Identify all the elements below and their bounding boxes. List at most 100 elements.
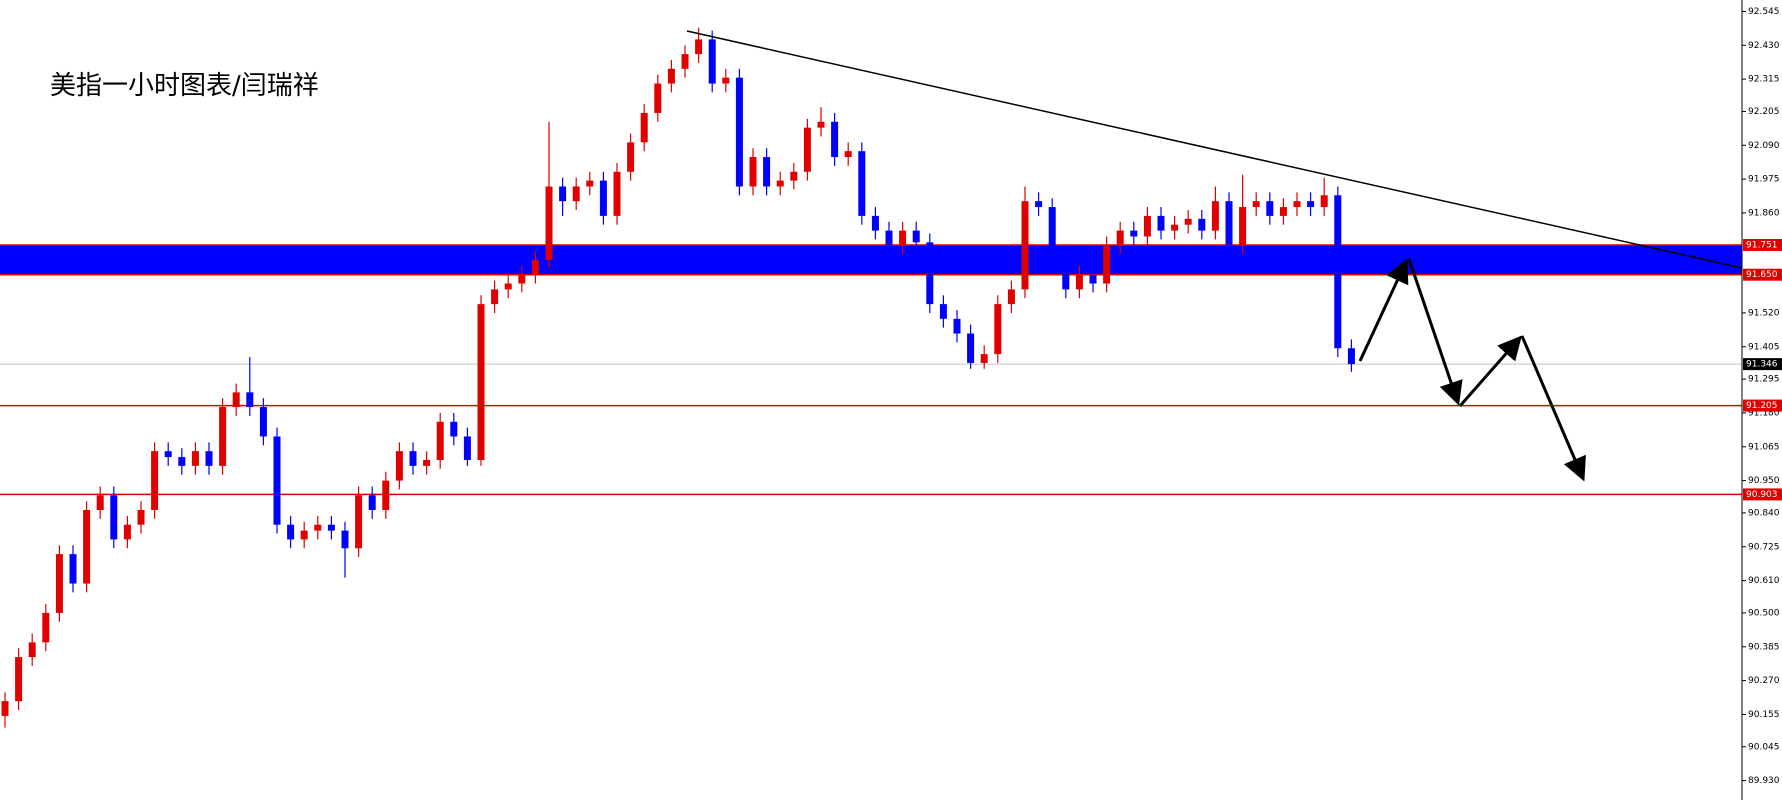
price-label-box <box>1743 358 1782 371</box>
y-tick-label: 92.090 <box>1748 141 1780 151</box>
candle-body <box>1103 245 1111 284</box>
candle-body <box>899 230 907 246</box>
candle-body <box>246 392 254 408</box>
candle-body <box>259 407 267 437</box>
candle-body <box>314 524 322 531</box>
y-tick-label: 91.405 <box>1748 342 1780 352</box>
candle-body <box>395 451 403 481</box>
candle-body <box>436 421 444 460</box>
y-tick-label: 91.975 <box>1748 175 1780 185</box>
candle-body <box>831 121 839 158</box>
candle-body <box>1048 207 1056 260</box>
trend-line <box>686 30 1743 269</box>
price-label: 91.650 <box>1746 270 1778 280</box>
candle-body <box>953 318 961 334</box>
candle-body <box>1266 201 1274 216</box>
candle-body <box>178 457 186 466</box>
candle-body <box>667 68 675 84</box>
projection-arrows <box>1358 258 1586 482</box>
candle-body <box>572 186 580 202</box>
candle-body <box>191 451 199 466</box>
candle-body <box>1334 195 1342 349</box>
candle-body <box>409 451 417 466</box>
candle-body <box>1075 274 1083 290</box>
candle-body <box>803 127 811 172</box>
candle-body <box>844 151 852 158</box>
candle-body <box>763 157 771 187</box>
candle-body <box>164 451 172 458</box>
candle-body <box>327 524 335 531</box>
candle-body <box>817 121 825 128</box>
candle-body <box>463 436 471 460</box>
candle-body <box>1157 215 1165 231</box>
candle-body <box>477 304 485 460</box>
candle-body <box>1035 201 1043 208</box>
y-tick-label: 91.180 <box>1748 408 1780 418</box>
y-tick-label: 90.725 <box>1748 542 1780 552</box>
candle-body <box>912 230 920 243</box>
candle-body <box>1184 218 1192 225</box>
y-tick-label: 91.295 <box>1748 375 1780 385</box>
candle-body <box>69 554 77 584</box>
candle-body <box>1293 201 1301 208</box>
candle-body <box>1116 230 1124 246</box>
price-label: 90.903 <box>1746 490 1778 500</box>
candle-body <box>858 151 866 216</box>
candle-body <box>599 180 607 216</box>
candle-body <box>96 495 104 510</box>
price-label-box <box>1743 399 1782 412</box>
candle-body <box>1225 201 1233 246</box>
candle-body <box>735 77 743 187</box>
candle-body <box>1171 224 1179 231</box>
y-tick-label: 90.840 <box>1748 508 1780 518</box>
y-tick-label: 91.065 <box>1748 442 1780 452</box>
candle-body <box>137 510 145 525</box>
y-tick-label: 90.155 <box>1748 710 1780 720</box>
candle-body <box>504 283 512 290</box>
y-tick-label: 90.950 <box>1748 476 1780 486</box>
candle-body <box>382 480 390 510</box>
candle-body <box>1279 207 1287 216</box>
candle-body <box>994 304 1002 355</box>
candle-body <box>1252 201 1260 208</box>
plot-area <box>0 27 1742 728</box>
price-label: 91.205 <box>1746 401 1778 411</box>
candle-body <box>776 180 784 187</box>
chart-title: 美指一小时图表/闫瑞祥 <box>50 71 319 101</box>
price-label-box <box>1743 488 1782 501</box>
candle-body <box>627 142 635 172</box>
price-label: 91.346 <box>1746 360 1778 370</box>
candle-body <box>423 460 431 466</box>
price-label: 91.751 <box>1746 241 1778 251</box>
candle-body <box>790 171 798 181</box>
candle-body <box>695 39 703 55</box>
y-tick-label: 91.520 <box>1748 308 1780 318</box>
price-label-box <box>1743 239 1782 251</box>
candle-body <box>42 612 50 643</box>
candle-body <box>1062 260 1070 290</box>
arrow <box>1407 258 1463 406</box>
candle-body <box>722 77 730 84</box>
candle-body <box>28 642 36 658</box>
candle-body <box>654 83 662 113</box>
candle-body <box>232 392 240 408</box>
candle-body <box>110 495 118 540</box>
candle-body <box>1239 207 1247 246</box>
candle-body <box>980 354 988 363</box>
candle-body <box>1211 201 1219 231</box>
candle-body <box>518 274 526 284</box>
arrow <box>1520 335 1586 482</box>
candle-body <box>640 112 648 143</box>
candle-body <box>1130 230 1138 237</box>
candle-body <box>871 215 879 231</box>
candle-body <box>1021 201 1029 290</box>
y-axis-labels: 92.545 92.430 92.315 92.205 92.090 91.975 91.8… <box>1742 7 1782 786</box>
candle-body <box>1320 195 1328 208</box>
y-tick-label: 90.045 <box>1748 742 1780 752</box>
y-tick-label: 92.545 <box>1748 7 1780 17</box>
y-tick-label: 90.500 <box>1748 608 1780 618</box>
candle-body <box>885 230 893 246</box>
candle-body <box>1198 218 1206 231</box>
